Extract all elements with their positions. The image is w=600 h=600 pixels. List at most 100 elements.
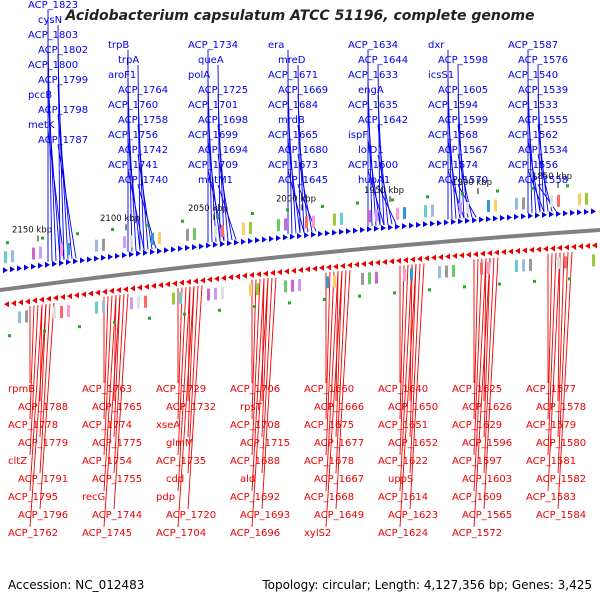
length-label: Length: [374, 578, 421, 592]
callout-line [261, 278, 265, 402]
callout-line [261, 277, 277, 510]
gene-label-forward: ACP_1562 [508, 130, 558, 141]
reverse-feature [417, 255, 422, 262]
reverse-feature [473, 251, 478, 258]
gene-label-forward: ACP_1799 [38, 75, 88, 86]
tick-label: 1850 kbp [532, 172, 572, 182]
callout-line [409, 263, 421, 474]
reverse-feature [459, 252, 464, 259]
forward-feature [115, 253, 120, 260]
forward-feature [346, 228, 351, 235]
forward-feature [535, 212, 540, 219]
cog-box [102, 300, 105, 313]
reverse-feature [536, 246, 541, 253]
forward-feature [332, 229, 337, 236]
gene-label-forward: ACP_1600 [348, 160, 398, 171]
reverse-feature [305, 266, 310, 273]
cog-marker [463, 285, 466, 289]
tick-label: 2000 kbp [276, 194, 316, 204]
cog-marker [146, 223, 149, 227]
cog-marker [498, 282, 501, 286]
callout-line [527, 79, 533, 213]
feature-tracks [3, 184, 597, 338]
forward-feature [325, 230, 330, 237]
cog-marker [8, 334, 11, 338]
gene-label-reverse: ACP_1650 [388, 402, 438, 413]
gene-label-forward: trpB [108, 40, 129, 51]
cog-box [480, 262, 483, 275]
gene-label-reverse: ACP_1715 [240, 438, 290, 449]
gene-label-forward: ACP_1803 [28, 30, 78, 41]
gene-label-reverse: ACP_1755 [92, 474, 142, 485]
callout-line [29, 304, 39, 456]
callout-line [39, 302, 55, 510]
callout-line [447, 79, 453, 220]
cog-box [249, 284, 252, 297]
forward-feature [241, 238, 246, 245]
cog-box [396, 207, 399, 220]
gene-label-reverse: ACP_1626 [462, 402, 512, 413]
accession-label: Accession: [8, 578, 72, 592]
gene-label-reverse: ACP_1779 [18, 438, 68, 449]
reverse-feature [466, 251, 471, 258]
callout-line [537, 184, 557, 212]
callout-line [409, 264, 417, 438]
cog-box [95, 301, 98, 314]
forward-feature [542, 211, 547, 218]
callout-line [251, 279, 257, 420]
reverse-feature [571, 243, 576, 250]
reverse-feature [39, 296, 44, 303]
forward-feature [465, 217, 470, 224]
forward-feature [430, 220, 435, 227]
reverse-feature [60, 293, 65, 300]
cog-marker [111, 227, 114, 231]
gene-label-reverse: ACP_1624 [378, 528, 428, 539]
callout-line [325, 272, 331, 420]
reverse-feature [424, 255, 429, 262]
accession-info: Accession: NC_012483 [8, 578, 144, 592]
forward-feature [479, 216, 484, 223]
forward-feature [143, 249, 148, 256]
callout-line [297, 64, 301, 234]
callout-line [527, 139, 541, 213]
cog-box [60, 305, 63, 318]
gene-label-reverse: ACP_1729 [156, 384, 206, 395]
reverse-feature [480, 250, 485, 257]
gene-label-reverse: ACP_1603 [462, 474, 512, 485]
cog-box [522, 259, 525, 272]
gene-label-forward: ACP_1570 [438, 175, 488, 186]
cog-box [193, 228, 196, 241]
gene-label-reverse: ACP_1668 [304, 492, 354, 503]
reverse-feature [494, 249, 499, 256]
gene-label-reverse: ACP_1765 [92, 402, 142, 413]
gene-label-forward: era [268, 40, 284, 51]
cog-box [424, 205, 427, 218]
forward-feature [563, 210, 568, 217]
gene-label-reverse: ACP_1791 [18, 474, 68, 485]
cog-box [130, 297, 133, 310]
cog-box [221, 225, 224, 238]
gene-labels: ACP_1823 cysN ACP_1803 ACP_1802 ACP_1800 ACP_… [8, 0, 586, 539]
cog-marker [251, 212, 254, 216]
gene-label-reverse: ACP_1775 [92, 438, 142, 449]
forward-feature [94, 255, 99, 262]
gene-label-reverse: recG [82, 492, 105, 503]
reverse-feature [410, 256, 415, 263]
callout-line [335, 271, 339, 402]
callout-line [527, 169, 545, 213]
gene-label-reverse: ACP_1579 [526, 420, 576, 431]
reverse-feature [228, 274, 233, 281]
cog-box [585, 192, 588, 205]
forward-feature [577, 209, 582, 216]
gene-label-forward: icsS1 [428, 70, 454, 81]
cog-box [18, 311, 21, 324]
callout-line [287, 139, 301, 234]
cog-box [494, 199, 497, 212]
gene-label-forward: ACP_1556 [508, 160, 558, 171]
forward-feature [521, 213, 526, 220]
cog-box [368, 272, 371, 285]
callout-line [483, 258, 487, 402]
gene-label-reverse: ACP_1708 [230, 420, 280, 431]
gene-label-reverse: ACP_1623 [388, 510, 438, 521]
cog-box [445, 265, 448, 278]
